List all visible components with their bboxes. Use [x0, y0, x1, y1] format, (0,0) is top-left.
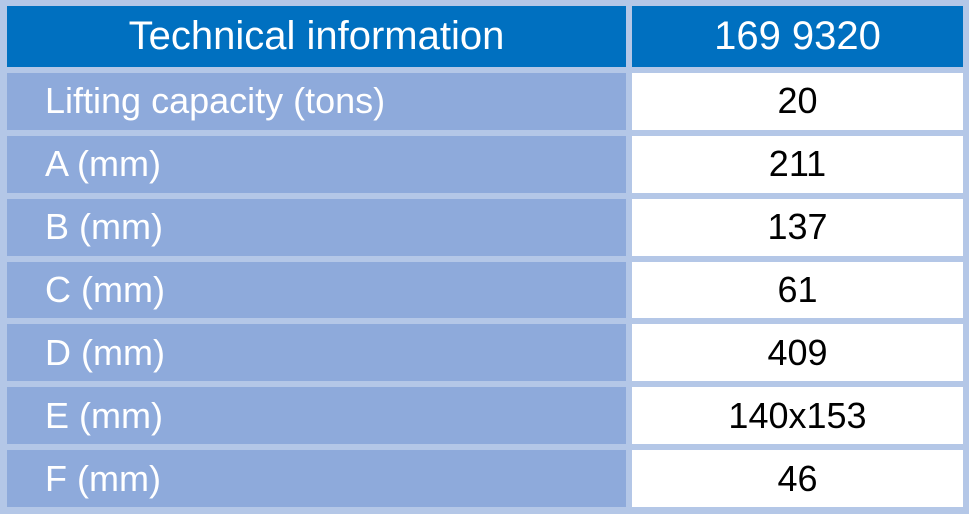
row-label: C (mm) [7, 261, 626, 319]
row-label: E (mm) [7, 387, 626, 445]
row-value: 140x153 [632, 387, 963, 445]
row-label: A (mm) [7, 135, 626, 193]
row-value: 409 [632, 324, 963, 382]
row-value: 46 [632, 450, 963, 507]
header-cell: 169 9320 [632, 6, 963, 67]
header-cell: Technical information [7, 6, 626, 67]
row-value: 137 [632, 198, 963, 256]
row-label: D (mm) [7, 324, 626, 382]
row-label: Lifting capacity (tons) [7, 73, 626, 130]
row-value: 20 [632, 73, 963, 130]
row-value: 211 [632, 135, 963, 193]
row-label: F (mm) [7, 450, 626, 507]
row-value: 61 [632, 261, 963, 319]
row-label: B (mm) [7, 198, 626, 256]
